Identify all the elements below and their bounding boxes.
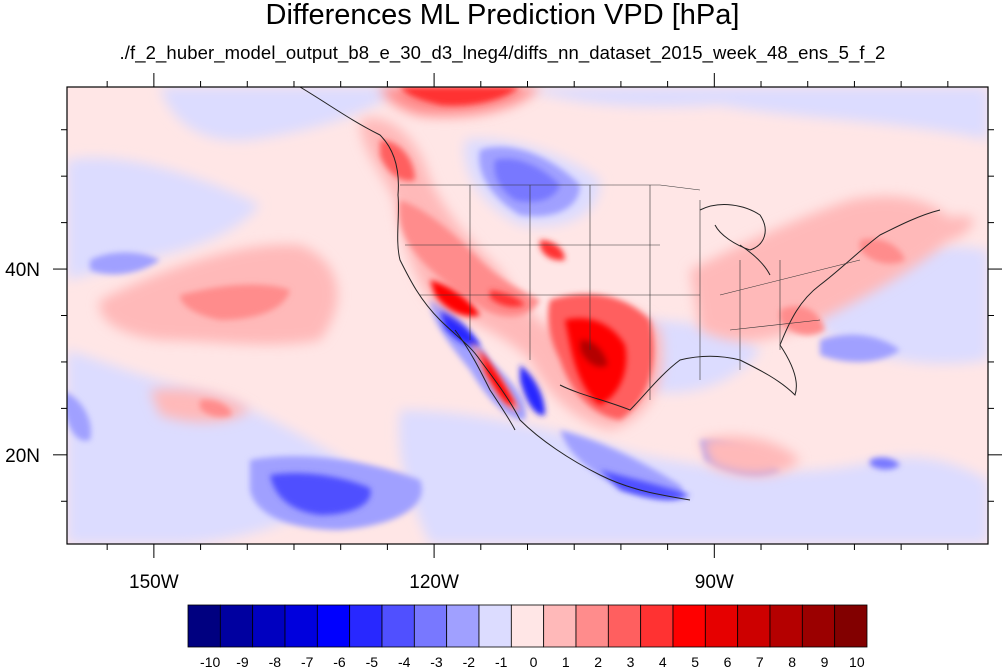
colorbar-label: 8 xyxy=(788,654,796,670)
colorbar-swatch xyxy=(446,604,480,648)
colorbar: -10 -9 -8 -7 -6 -5 -4 -3 -2 -1 0 1 2 3 4 5 6 7 8 9 10 xyxy=(187,604,868,670)
colorbar-swatch xyxy=(413,604,448,648)
coastline-layer xyxy=(299,87,941,501)
colorbar-label: 5 xyxy=(691,654,699,670)
colorbar-swatch xyxy=(187,604,221,648)
state-border-layer xyxy=(400,184,861,400)
colorbar-label: -3 xyxy=(430,654,443,670)
colorbar-label: -5 xyxy=(366,654,379,670)
colorbar-label: -4 xyxy=(398,654,411,670)
colorbar-label: 7 xyxy=(756,654,764,670)
colorbar-label: 6 xyxy=(724,654,732,670)
longitude-labels: 150W 120W 90W xyxy=(129,572,734,593)
colorbar-swatch xyxy=(834,604,868,648)
map-subtitle: ./f_2_huber_model_output_b8_e_30_d3_lneg… xyxy=(119,42,886,63)
colorbar-label: -10 xyxy=(200,654,220,670)
colorbar-label: -1 xyxy=(495,654,508,670)
colorbar-label: -2 xyxy=(463,654,476,670)
colorbar-label: 0 xyxy=(530,654,538,670)
colorbar-label: -9 xyxy=(236,654,249,670)
axis-ticks xyxy=(53,73,1002,558)
colorbar-swatch xyxy=(704,604,739,648)
lat-label: 20N xyxy=(5,446,40,467)
map-title: Differences ML Prediction VPD [hPa] xyxy=(265,0,740,31)
colorbar-swatch xyxy=(478,604,512,648)
colorbar-swatch xyxy=(672,604,706,648)
colorbar-label: 9 xyxy=(821,654,829,670)
latitude-labels: 40N 20N xyxy=(5,260,40,467)
colorbar-swatch xyxy=(510,604,545,648)
colorbar-label: -8 xyxy=(269,654,282,670)
lon-label: 150W xyxy=(129,572,179,593)
colorbar-swatch xyxy=(284,604,318,648)
colorbar-label: 1 xyxy=(562,654,570,670)
colorbar-label: 2 xyxy=(594,654,602,670)
colorbar-label: -7 xyxy=(301,654,314,670)
colorbar-swatch xyxy=(769,604,803,648)
colorbar-swatch xyxy=(575,604,609,648)
colorbar-swatch xyxy=(801,604,836,648)
colorbar-swatch xyxy=(640,604,674,648)
vpd-difference-field xyxy=(67,87,988,544)
colorbar-swatch xyxy=(252,604,286,648)
colorbar-swatch xyxy=(607,604,642,648)
colorbar-swatch xyxy=(316,604,351,648)
colorbar-swatch xyxy=(381,604,415,648)
colorbar-label: 3 xyxy=(627,654,635,670)
colorbar-swatch xyxy=(349,604,383,648)
colorbar-swatch xyxy=(543,604,577,648)
colorbar-label: 10 xyxy=(849,654,865,670)
colorbar-label: 4 xyxy=(659,654,667,670)
lat-label: 40N xyxy=(5,260,40,281)
colorbar-swatch xyxy=(737,604,771,648)
colorbar-label: -6 xyxy=(333,654,346,670)
colorbar-swatch xyxy=(219,604,254,648)
lon-label: 90W xyxy=(695,572,734,593)
lon-label: 120W xyxy=(409,572,459,593)
